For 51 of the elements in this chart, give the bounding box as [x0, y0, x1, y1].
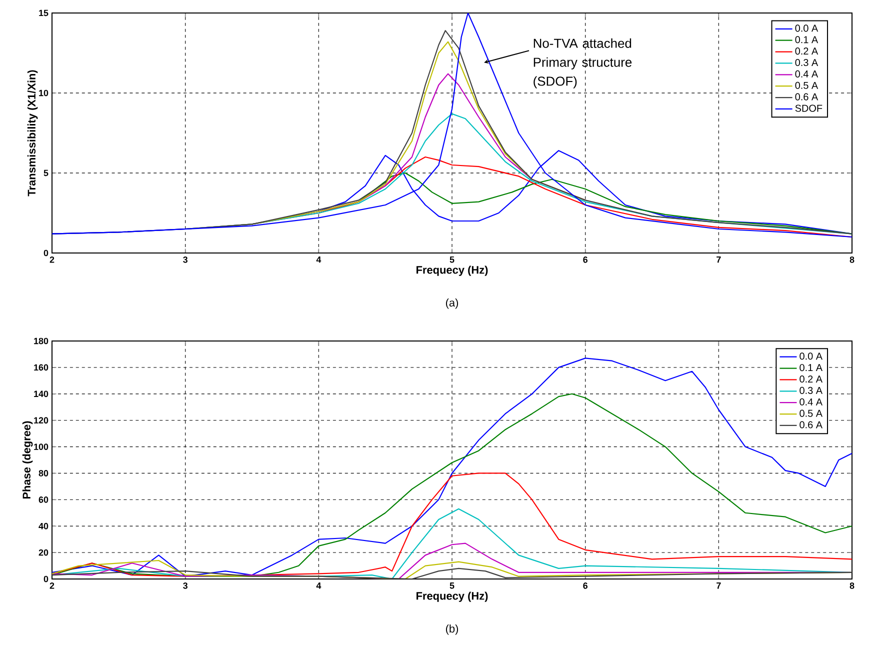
y-tick-label: 80 — [38, 470, 48, 476]
legend-label: SDOF — [795, 104, 822, 112]
text: (a) — [446, 298, 458, 309]
legend-label: 0.6 A — [800, 421, 822, 428]
legend-label: 0.3 A — [795, 58, 818, 66]
y-tick-label: 60 — [38, 496, 48, 503]
legend-label: 0.5 A — [795, 82, 818, 89]
line-series — [52, 568, 852, 579]
x-tick-label: 4 — [316, 256, 322, 263]
text: (b) — [446, 624, 458, 635]
y-tick-label: 15 — [39, 10, 48, 16]
x-tick-label: 3 — [183, 582, 188, 589]
legend-label: 0.0 A — [800, 352, 822, 360]
legend-label: 0.0 A — [795, 24, 818, 32]
x-tick-label: 5 — [450, 582, 454, 589]
y-tick-label: 120 — [34, 417, 48, 424]
legend-label: 0.3 A — [800, 386, 822, 394]
y-tick-label: 0 — [44, 250, 48, 256]
y-tick-label: 140 — [34, 390, 48, 398]
x-axis-title: Frequecy (Hz) — [416, 266, 488, 276]
x-tick-label: 4 — [316, 582, 322, 589]
x-tick-label: 8 — [850, 256, 854, 263]
legend-label: 0.4 A — [795, 70, 818, 78]
x-tick-label: 5 — [450, 256, 454, 263]
y-tick-label: 100 — [34, 444, 48, 450]
x-tick-label: 7 — [716, 256, 721, 263]
y-tick-label: 0 — [44, 576, 48, 582]
y-tick-label: 180 — [34, 338, 48, 344]
legend-label: 0.4 A — [800, 398, 822, 406]
x-tick-label: 3 — [183, 256, 188, 263]
legend-label: 0.2 A — [795, 48, 818, 55]
x-tick-label: 6 — [583, 582, 588, 589]
y-tick-label: 40 — [38, 522, 48, 530]
legend-label: 0.1 A — [800, 364, 822, 372]
legend-label: 0.2 A — [800, 376, 822, 383]
x-tick-label: 2 — [50, 582, 54, 589]
x-tick-label: 7 — [716, 582, 721, 589]
annotation: No-TVA attached Primary structure (SDOF) — [534, 38, 632, 88]
y-tick-label: 20 — [38, 549, 48, 556]
y-axis-title: Transmissibility (X1/Xin) — [27, 70, 38, 196]
y-tick-label: 160 — [34, 364, 48, 371]
x-tick-label: 6 — [583, 256, 588, 263]
x-axis-title: Frequecy (Hz) — [416, 592, 488, 602]
legend-label: 0.6 A — [795, 93, 818, 100]
legend-label: 0.1 A — [795, 36, 818, 44]
x-tick-label: 8 — [850, 582, 854, 589]
y-axis-title: Phase (degree) — [22, 421, 33, 499]
y-tick-label: 5 — [44, 170, 48, 176]
x-tick-label: 2 — [50, 256, 54, 263]
y-tick-label: 10 — [39, 90, 48, 96]
legend-label: 0.5 A — [800, 410, 822, 417]
